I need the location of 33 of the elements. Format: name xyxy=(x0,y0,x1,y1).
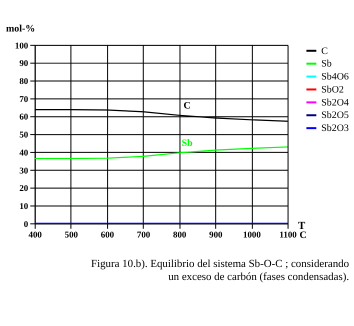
x-tick-label: 1000 xyxy=(243,230,262,240)
y-tick-label: 20 xyxy=(19,183,29,194)
x-tick-label: 400 xyxy=(28,230,42,240)
y-tick-label: 50 xyxy=(19,130,29,140)
text: C xyxy=(299,230,307,242)
x-tick-label: 900 xyxy=(209,230,224,240)
y-tick-label: 90 xyxy=(19,58,29,68)
x-tick-label: 700 xyxy=(136,230,151,240)
y-tick-label: 40 xyxy=(19,147,29,158)
y-axis-title: mol-% xyxy=(6,23,36,34)
y-tick-label: 10 xyxy=(19,200,29,211)
y-tick-label: 0 xyxy=(24,218,29,229)
x-tick-label: 600 xyxy=(100,230,115,240)
x-tick-label: 500 xyxy=(64,230,79,240)
legend-label: C xyxy=(321,46,328,57)
legend-label: Sb4O6 xyxy=(321,72,349,83)
legend-label: SbO2 xyxy=(321,84,344,96)
text: C xyxy=(184,100,191,112)
legend-label: Sb2O5 xyxy=(321,110,349,122)
x-axis-title: T xyxy=(298,220,306,232)
y-tick-label: 100 xyxy=(14,40,29,50)
y-tick-label: 60 xyxy=(19,112,29,122)
x-tick-label: 1100 xyxy=(279,230,298,240)
text: Sb xyxy=(182,138,193,149)
text: un exceso de carbón (fases condensadas). xyxy=(168,270,350,283)
legend-label: Sb2O4 xyxy=(321,97,349,108)
x-tick-label: 800 xyxy=(173,230,187,240)
y-tick-label: 30 xyxy=(19,165,29,176)
legend-label: Sb xyxy=(321,58,332,70)
legend-label: Sb2O3 xyxy=(321,123,349,134)
text: Figura 10.b). Equilibrio del sistema Sb-O-C ; considerando xyxy=(91,258,350,270)
y-tick-label: 70 xyxy=(19,94,29,104)
y-tick-label: 80 xyxy=(19,76,29,86)
